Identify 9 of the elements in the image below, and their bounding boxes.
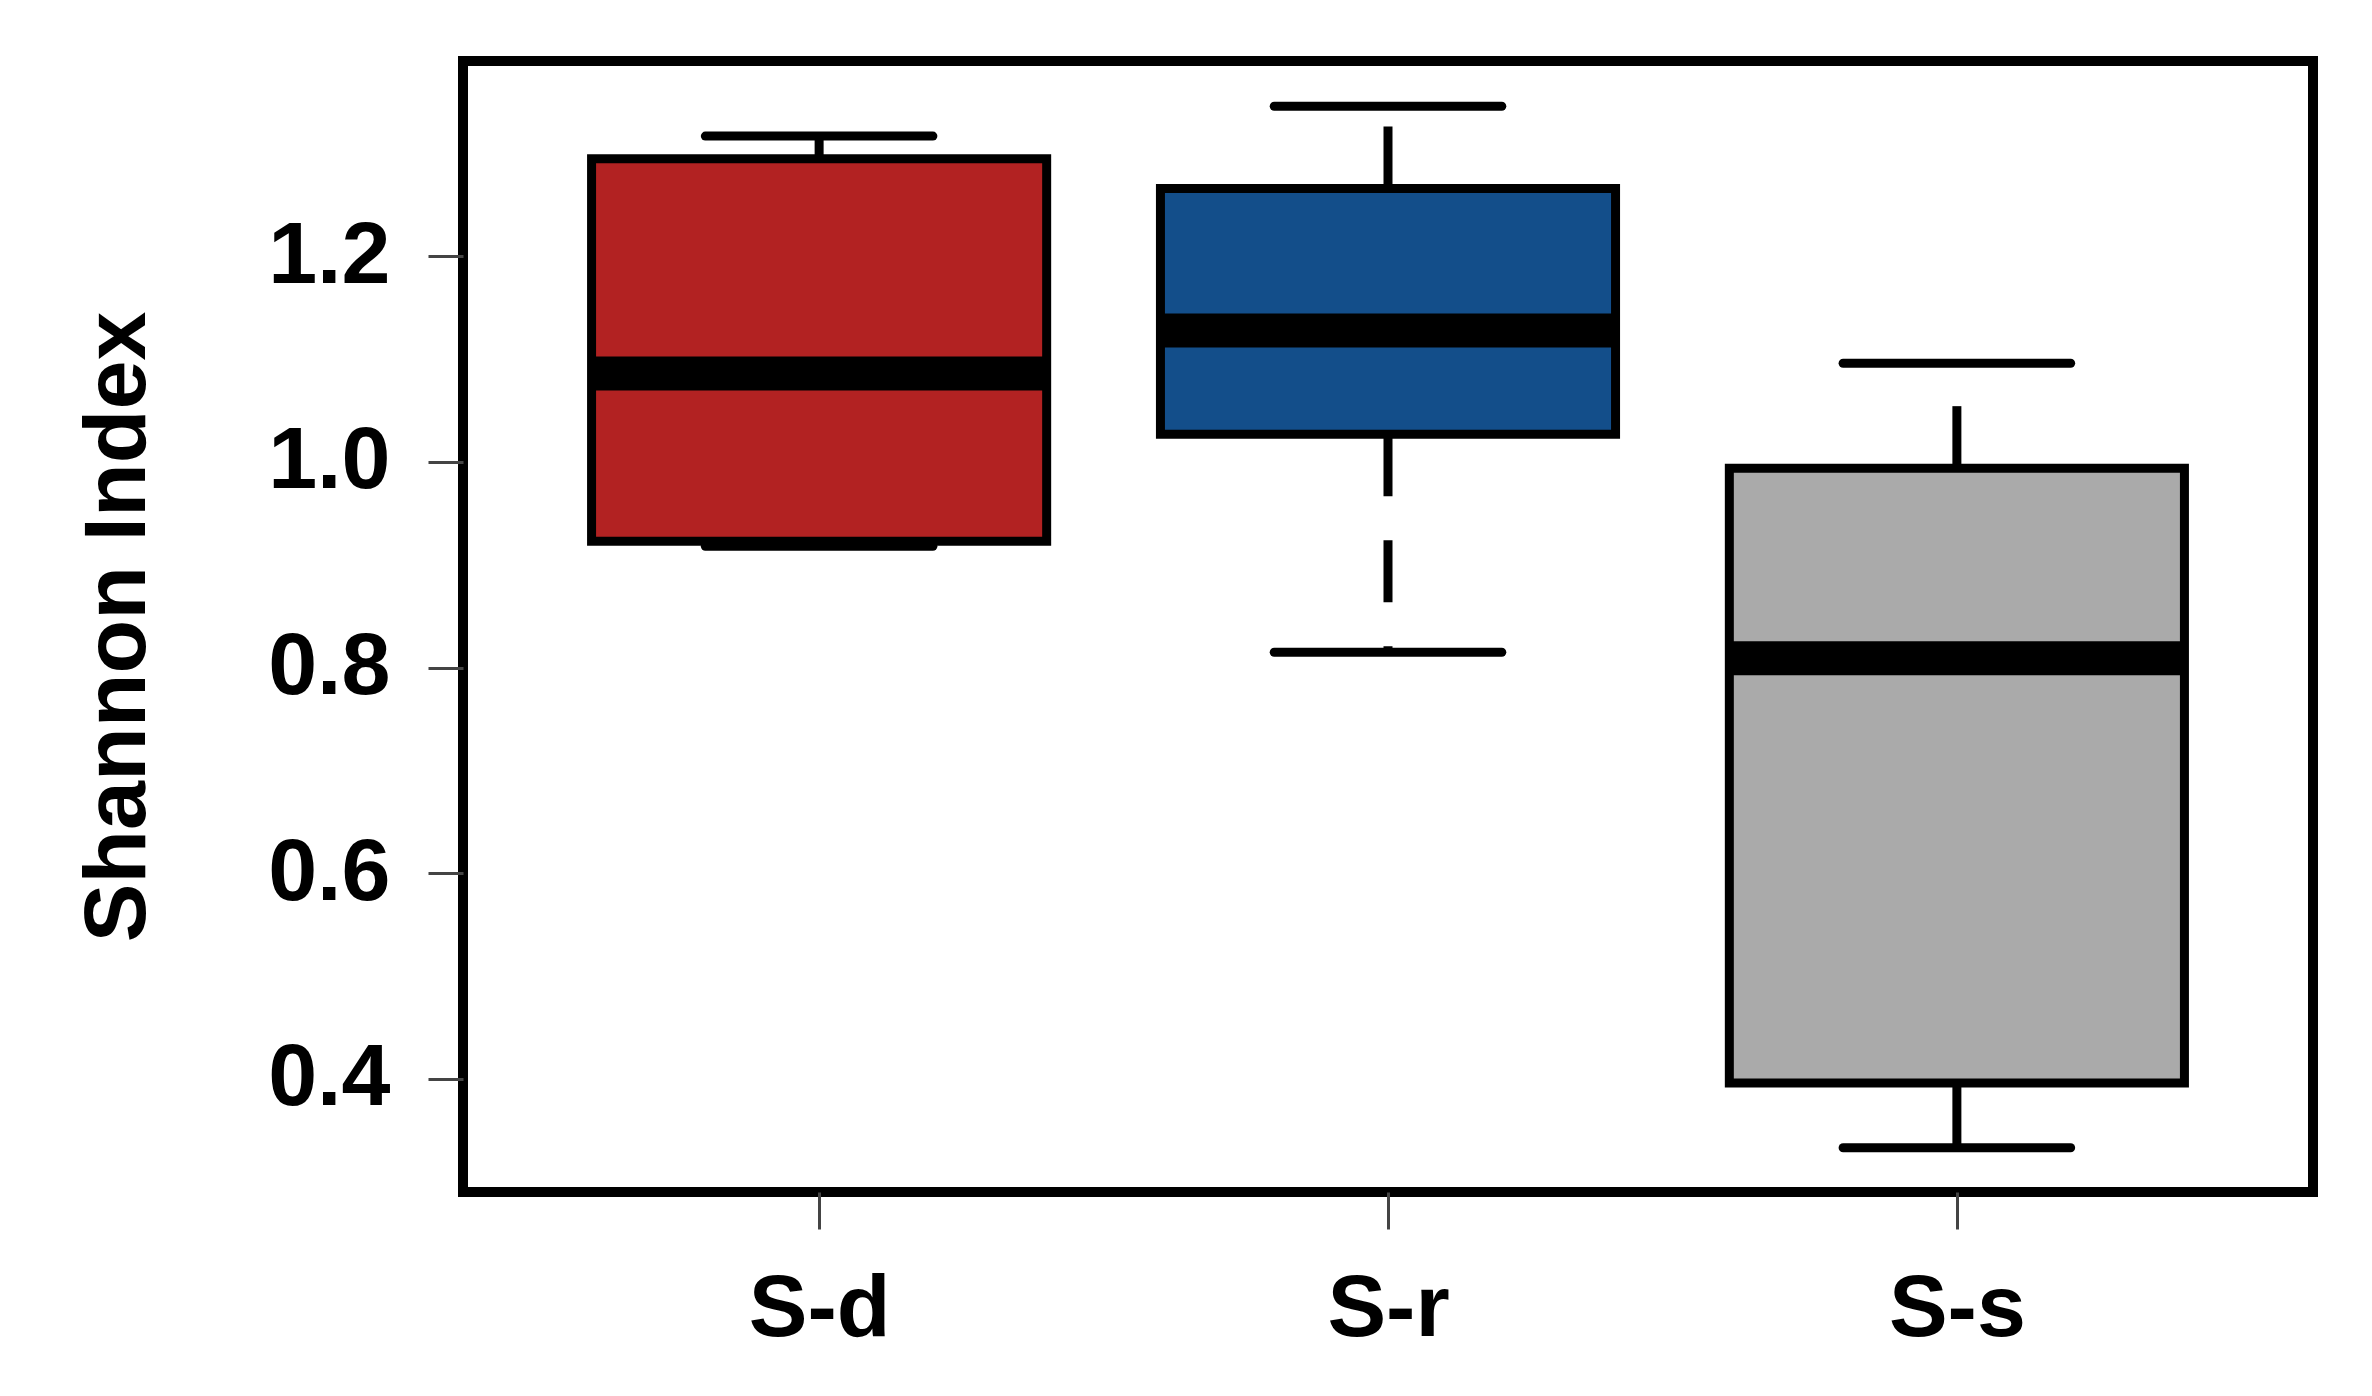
y-tick-label: 1.2: [268, 202, 391, 302]
x-tick-label: S-s: [1888, 1255, 2026, 1355]
y-tick-label: 1.0: [268, 408, 391, 508]
y-tick-label: 0.6: [268, 819, 391, 919]
x-tick-label: S-r: [1327, 1255, 1450, 1355]
y-axis-title: Shannon Index: [65, 311, 165, 943]
x-tick-label: S-d: [748, 1255, 891, 1355]
y-tick-label: 0.8: [268, 614, 391, 714]
y-tick-label: 0.4: [268, 1025, 391, 1125]
